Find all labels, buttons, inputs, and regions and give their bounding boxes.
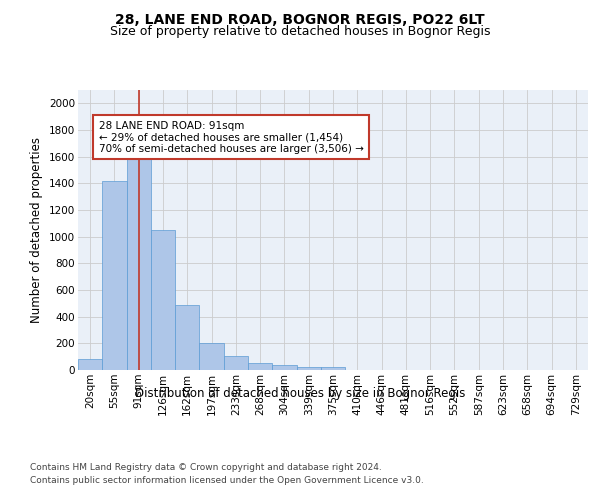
Y-axis label: Number of detached properties: Number of detached properties <box>31 137 43 323</box>
Bar <box>78 360 102 370</box>
Bar <box>272 366 296 370</box>
Bar <box>224 356 248 370</box>
Text: Distribution of detached houses by size in Bognor Regis: Distribution of detached houses by size … <box>135 388 465 400</box>
Text: Size of property relative to detached houses in Bognor Regis: Size of property relative to detached ho… <box>110 25 490 38</box>
Bar <box>127 154 151 370</box>
Bar <box>175 304 199 370</box>
Bar <box>151 230 175 370</box>
Bar <box>321 368 345 370</box>
Text: 28 LANE END ROAD: 91sqm
← 29% of detached houses are smaller (1,454)
70% of semi: 28 LANE END ROAD: 91sqm ← 29% of detache… <box>98 120 364 154</box>
Text: Contains public sector information licensed under the Open Government Licence v3: Contains public sector information licen… <box>30 476 424 485</box>
Bar <box>248 364 272 370</box>
Bar <box>199 342 224 370</box>
Text: 28, LANE END ROAD, BOGNOR REGIS, PO22 6LT: 28, LANE END ROAD, BOGNOR REGIS, PO22 6L… <box>115 12 485 26</box>
Bar <box>102 180 127 370</box>
Bar <box>296 366 321 370</box>
Text: Contains HM Land Registry data © Crown copyright and database right 2024.: Contains HM Land Registry data © Crown c… <box>30 462 382 471</box>
